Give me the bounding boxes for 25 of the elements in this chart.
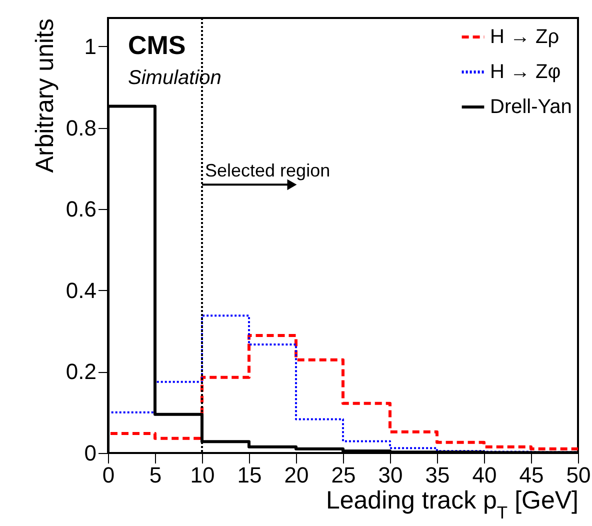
y-tick-label: 0.4 (66, 278, 96, 303)
x-tick-label: 35 (425, 462, 450, 488)
y-axis-title: Arbitrary units (30, 18, 59, 173)
legend-label: Drell-Yan (490, 96, 572, 118)
y-tick-label: 0.2 (66, 359, 96, 384)
legend-label: H → Zφ (490, 61, 561, 83)
x-tick-label: 0 (102, 462, 115, 488)
x-tick-label: 50 (566, 462, 591, 488)
x-tick-label: 20 (284, 462, 309, 488)
x-tick-label: 5 (149, 462, 162, 488)
x-tick-label: 40 (472, 462, 497, 488)
annotation: CMS (128, 30, 186, 60)
x-tick-label: 45 (519, 462, 544, 488)
annotation: Selected region (205, 160, 330, 181)
y-tick-label: 0 (84, 440, 96, 466)
y-tick-label: 0.8 (66, 115, 96, 140)
annotation: Simulation (128, 67, 222, 89)
y-tick-label: 0.6 (66, 196, 96, 222)
x-tick-label: 15 (237, 462, 262, 488)
x-tick-label: 10 (190, 462, 215, 488)
y-tick-label: 1 (84, 34, 96, 59)
x-axis-title: Leading track p$_{T}$ [GeV] (326, 486, 578, 522)
legend-label: H → Zρ (490, 26, 560, 48)
x-tick-label: 30 (378, 462, 403, 488)
x-tick-label: 25 (331, 462, 356, 488)
